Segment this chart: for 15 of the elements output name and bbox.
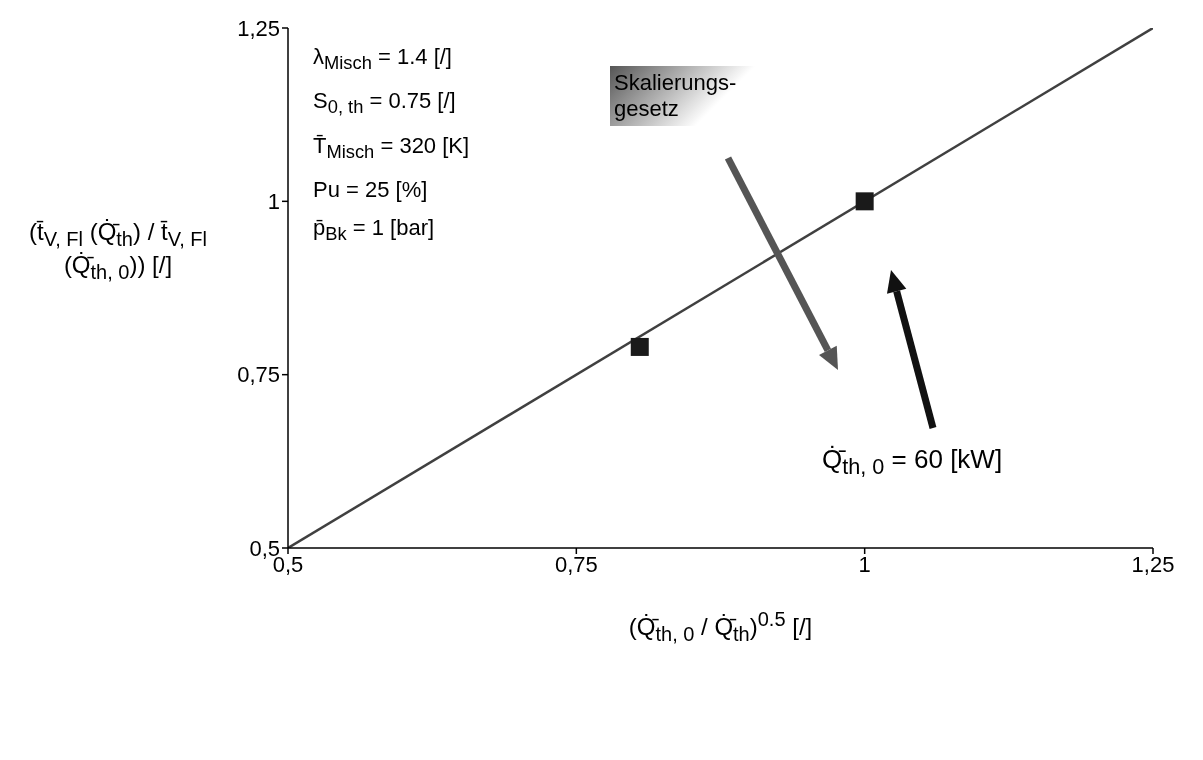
annotation: p̄$_{Bk}$ = 1 [bar] xyxy=(313,214,436,247)
y-tick-label: 0,75 xyxy=(237,362,280,388)
y-tick-label: 1,25 xyxy=(237,15,280,41)
text: (t̄$_{V, Fl}$ (Q̇̄$_{th}$) / t̄$_{V, Fl}$ (Q̇̄$_{th, 0}$)) [/] xyxy=(29,218,207,283)
x-tick-label: 1 xyxy=(858,551,871,577)
x-axis-title: (Q̇̄$_{th, 0}$ / Q̇̄$_{th}$)$^{0.5}$ [/] xyxy=(627,608,814,646)
annotation: T̄$_{Misch}$ = 320 [K] xyxy=(313,131,470,165)
annotation: Q̇̄$_{th, 0}$ = 60 [kW] xyxy=(821,443,1004,482)
x-tick-label: 1,25 xyxy=(1131,551,1175,577)
annotation: λ$_{Misch}$ = 1.4 [/] xyxy=(313,43,453,76)
annotation: S$_{0, th}$ = 0.75 [/] xyxy=(313,87,457,120)
y-tick-label: 1 xyxy=(267,189,280,215)
annotation: Pu = 25 [%] xyxy=(313,176,429,205)
annotation: Skalierungs- gesetz xyxy=(610,66,758,126)
x-tick-label: 0,75 xyxy=(554,551,598,577)
